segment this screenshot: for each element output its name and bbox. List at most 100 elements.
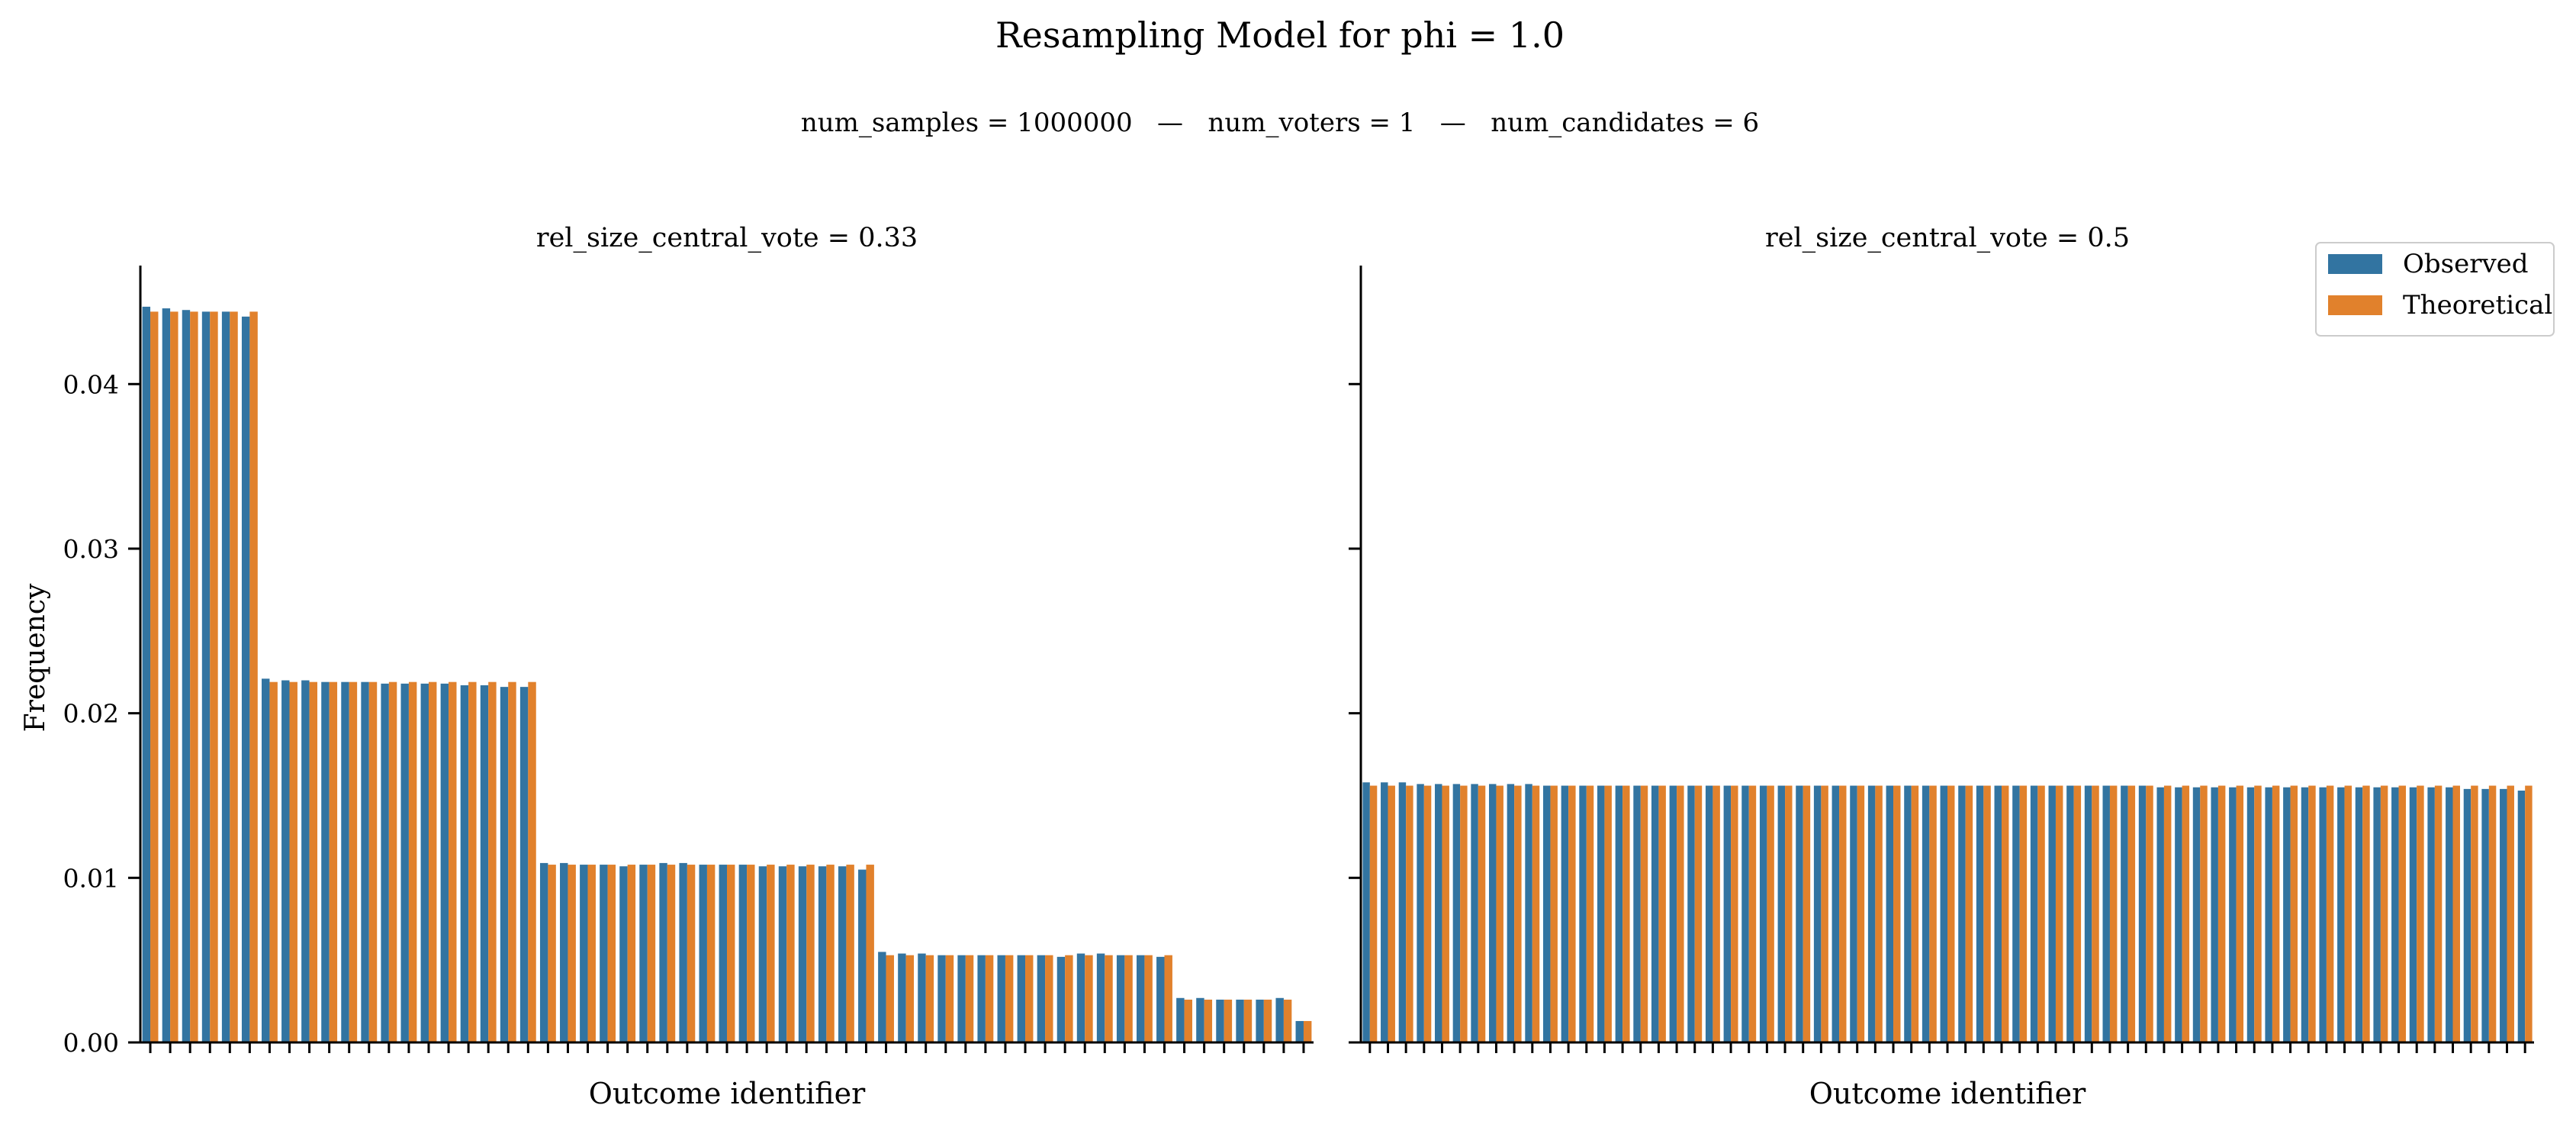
bar-theoretical (388, 681, 397, 1042)
bar-observed (1561, 785, 1569, 1042)
bar-theoretical (1496, 785, 1503, 1042)
bar-observed (1850, 785, 1857, 1042)
bar-theoretical (2525, 785, 2533, 1042)
panel-1-x-axis-label: Outcome identifier (589, 1077, 866, 1110)
bar-theoretical (985, 955, 994, 1042)
bar-observed (241, 316, 250, 1042)
bar-observed (321, 681, 330, 1042)
bar-theoretical (1929, 785, 1937, 1042)
y-tick-label: 0.02 (63, 699, 119, 729)
bar-observed (2030, 785, 2038, 1042)
bar-theoretical (2471, 785, 2478, 1042)
bar-observed (2265, 787, 2272, 1042)
bar-theoretical (1164, 955, 1172, 1042)
bar-theoretical (349, 681, 358, 1042)
bar-theoretical (2001, 785, 2009, 1042)
bar-theoretical (1442, 785, 1449, 1042)
bar-observed (818, 866, 827, 1042)
bar-theoretical (1065, 955, 1073, 1042)
bar-observed (1435, 784, 1442, 1042)
bar-theoretical (1604, 785, 1612, 1042)
bar-observed (798, 866, 807, 1042)
bar-observed (619, 866, 628, 1042)
bar-observed (2373, 787, 2381, 1042)
bar-theoretical (2344, 785, 2352, 1042)
bar-theoretical (1731, 785, 1738, 1042)
bar-theoretical (747, 865, 755, 1042)
bar-theoretical (2055, 785, 2063, 1042)
bar-observed (2156, 787, 2164, 1042)
bar-observed (1633, 785, 1641, 1042)
bar-observed (281, 680, 290, 1042)
bar-theoretical (806, 865, 815, 1042)
bar-observed (1651, 785, 1659, 1042)
panel-1-title: rel_size_central_vote = 0.33 (536, 223, 918, 253)
bar-theoretical (1965, 785, 1973, 1042)
bar-theoretical (1713, 785, 1720, 1042)
bar-observed (898, 953, 906, 1042)
bar-theoretical (2254, 785, 2262, 1042)
bar-theoretical (1283, 999, 1292, 1042)
bar-observed (480, 685, 489, 1042)
bar-theoretical (2200, 785, 2208, 1042)
bar-theoretical (2073, 785, 2082, 1042)
bar-observed (1579, 785, 1587, 1042)
bar-observed (918, 953, 926, 1042)
bar-theoretical (150, 311, 159, 1042)
bar-theoretical (1568, 785, 1576, 1042)
bar-observed (1398, 782, 1407, 1042)
bar-theoretical (2398, 785, 2406, 1042)
bar-theoretical (2380, 785, 2388, 1042)
bar-theoretical (1839, 785, 1847, 1042)
bar-observed (1723, 785, 1732, 1042)
bar-theoretical (1514, 785, 1522, 1042)
bar-theoretical (2272, 785, 2280, 1042)
bar-observed (738, 865, 748, 1042)
bar-observed (1741, 785, 1749, 1042)
bar-observed (1216, 999, 1224, 1042)
bar-theoretical (449, 681, 457, 1042)
bar-theoretical (647, 865, 656, 1042)
bar-observed (500, 687, 509, 1042)
bar-observed (1452, 784, 1461, 1042)
bar-theoretical (727, 865, 735, 1042)
bar-observed (420, 683, 429, 1042)
panel-2-title: rel_size_central_vote = 0.5 (1765, 223, 2130, 253)
bar-theoretical (548, 865, 556, 1042)
bar-observed (539, 862, 548, 1042)
bar-theoretical (2507, 785, 2514, 1042)
bar-observed (1669, 785, 1677, 1042)
legend-label-observed: Observed (2403, 249, 2529, 279)
bar-theoretical (1423, 785, 1432, 1042)
bar-observed (1994, 785, 2002, 1042)
bar-observed (1867, 785, 1876, 1042)
bar-observed (1940, 785, 1947, 1042)
bar-theoretical (1947, 785, 1955, 1042)
bar-observed (2500, 788, 2507, 1042)
bar-observed (1832, 785, 1840, 1042)
bar-theoretical (1204, 999, 1213, 1042)
bar-theoretical (568, 865, 576, 1042)
bar-theoretical (1803, 785, 1811, 1042)
bar-observed (381, 683, 389, 1042)
bar-observed (1886, 785, 1894, 1042)
panel-2-x-axis-label: Outcome identifier (1809, 1077, 2086, 1110)
bar-theoretical (1677, 785, 1684, 1042)
bar-observed (2283, 787, 2291, 1042)
bar-theoretical (1224, 999, 1233, 1042)
bar-observed (1362, 782, 1370, 1042)
bar-observed (1796, 785, 1803, 1042)
bar-theoretical (1658, 785, 1666, 1042)
bar-theoretical (2109, 785, 2118, 1042)
bar-theoretical (1144, 955, 1153, 1042)
bar-observed (2301, 787, 2309, 1042)
bar-theoretical (1911, 785, 1919, 1042)
bar-theoretical (2236, 785, 2244, 1042)
bar-observed (1507, 784, 1515, 1042)
bar-observed (679, 862, 687, 1042)
bar-theoretical (1785, 785, 1793, 1042)
bar-observed (262, 678, 270, 1042)
y-tick-label: 0.04 (63, 369, 119, 399)
bar-theoretical (1005, 955, 1014, 1042)
bar-observed (1542, 785, 1551, 1042)
